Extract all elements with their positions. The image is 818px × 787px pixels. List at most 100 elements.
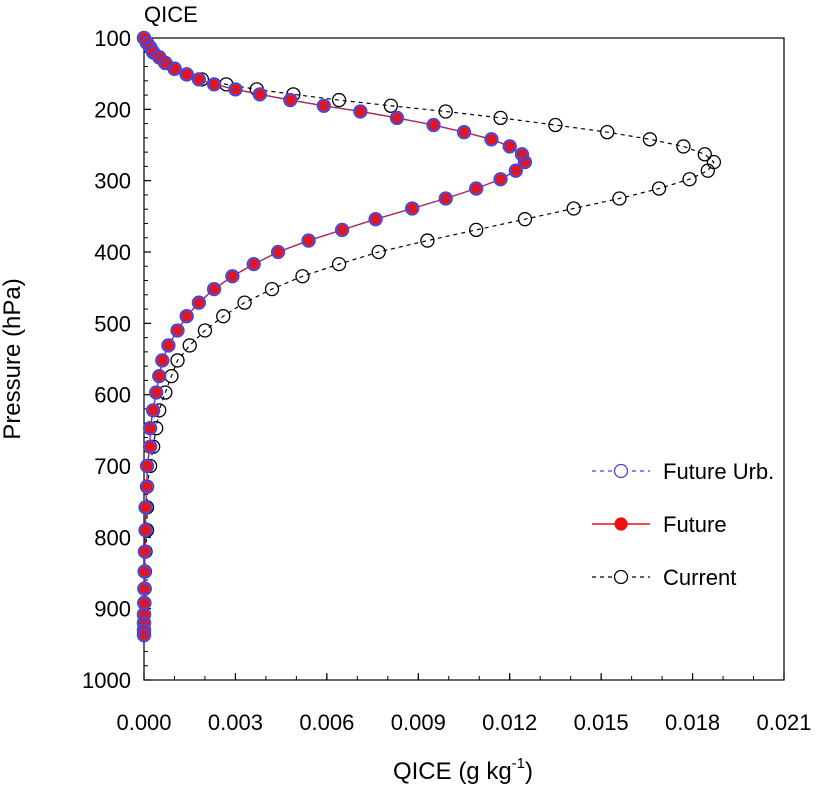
data-point-future-urb <box>139 479 155 494</box>
data-point-current <box>676 139 691 154</box>
data-point-future-urb <box>191 72 207 87</box>
data-point-future-urb <box>191 295 207 310</box>
data-point-future-urb <box>136 607 152 622</box>
data-point-future-urb <box>206 281 222 297</box>
data-point-current <box>170 353 185 368</box>
data-point-current <box>651 181 667 196</box>
data-point-future-urb <box>456 125 472 140</box>
data-point-future-urb <box>301 233 316 248</box>
series-future <box>137 31 532 642</box>
y-tick-label: 900 <box>94 597 131 622</box>
data-point-future-urb <box>283 92 298 108</box>
series-layer <box>136 30 722 643</box>
legend-label: Future <box>663 512 727 537</box>
series-line-future-urb <box>143 37 526 636</box>
x-axis-label: QICE (g kg-1) <box>393 755 533 785</box>
y-tick-label: 1000 <box>82 668 131 693</box>
data-point-future-urb <box>170 323 185 338</box>
data-point-current <box>600 125 615 140</box>
x-tick-label: 0.003 <box>208 710 263 735</box>
data-point-current <box>697 147 712 162</box>
data-point-future-urb <box>142 421 158 436</box>
data-point-current <box>237 295 252 310</box>
data-point-future-urb <box>270 244 286 260</box>
data-point-future-urb <box>508 163 523 178</box>
x-tick-label: 0.012 <box>482 710 537 735</box>
data-point-future-urb <box>137 581 152 596</box>
data-point-current <box>469 222 484 238</box>
data-point-current <box>371 244 386 260</box>
y-tick-label: 700 <box>94 454 131 479</box>
plot-frame <box>143 37 785 681</box>
data-point-future-urb <box>145 403 161 418</box>
y-tick-label: 600 <box>94 383 131 408</box>
data-point-current <box>517 212 533 227</box>
data-point-future-urb <box>426 117 441 133</box>
data-point-future-urb <box>155 353 170 368</box>
data-point-future-urb <box>517 154 533 170</box>
series-future-urb <box>136 30 533 643</box>
data-point-current <box>331 256 347 272</box>
chart-title: QICE <box>144 2 198 27</box>
legend-marker <box>613 463 629 479</box>
data-point-current <box>383 98 399 113</box>
data-point-future-urb <box>246 256 261 272</box>
y-tick-label: 100 <box>94 26 131 51</box>
data-point-current <box>612 191 627 206</box>
data-point-future-urb <box>137 595 152 611</box>
data-point-future-urb <box>136 622 152 638</box>
data-point-future-urb <box>149 385 164 400</box>
x-tick-label: 0.009 <box>391 710 446 735</box>
data-point-current <box>331 92 347 108</box>
data-point-future-urb <box>137 544 153 559</box>
data-point-future-urb <box>252 87 267 102</box>
data-point-current <box>182 338 197 353</box>
series-line-current <box>143 37 715 636</box>
data-point-current <box>642 132 658 147</box>
data-point-future-urb <box>206 77 222 92</box>
data-point-future-urb <box>161 338 176 353</box>
data-point-current <box>493 110 508 126</box>
data-point-future-urb <box>484 132 499 147</box>
axis-ticks: 0.000 0.003 0.006 0.009 0.012 0.015 0.018 0.021… <box>82 26 811 735</box>
x-tick-label: 0.000 <box>116 710 171 735</box>
data-point-future-urb <box>137 564 152 579</box>
legend-label: Future Urb. <box>663 459 774 484</box>
y-tick-label: 800 <box>94 525 131 550</box>
data-point-future-urb <box>139 458 155 474</box>
y-tick-label: 200 <box>94 97 131 122</box>
data-point-future-urb <box>389 110 405 126</box>
x-tick-label: 0.018 <box>665 710 720 735</box>
data-point-future-urb <box>225 269 240 284</box>
data-point-future-urb <box>438 191 453 206</box>
data-point-future-urb <box>353 104 368 119</box>
data-point-future-urb <box>368 212 383 227</box>
data-point-future-urb <box>405 201 420 216</box>
data-point-future-urb <box>179 309 194 324</box>
data-point-current <box>438 104 453 119</box>
x-axis-label-superscript: -1 <box>512 755 525 772</box>
x-tick-label: 0.021 <box>756 710 811 735</box>
data-point-future-urb <box>138 500 153 515</box>
data-point-current <box>700 163 715 178</box>
x-axis-label-close: ) <box>525 758 533 785</box>
legend-marker <box>613 569 629 585</box>
data-point-current <box>566 201 581 216</box>
data-point-current <box>197 323 213 338</box>
data-point-future-urb <box>138 523 153 538</box>
y-axis-label: Pressure (hPa) <box>0 278 26 439</box>
x-tick-label: 0.015 <box>574 710 629 735</box>
data-point-current <box>216 309 231 324</box>
data-point-future-urb <box>493 172 508 187</box>
data-point-current <box>295 269 310 284</box>
legend-entry-current: Current <box>592 565 736 590</box>
data-point-future-urb <box>167 61 182 76</box>
data-point-future-urb <box>334 222 350 238</box>
data-point-future-urb <box>152 368 167 384</box>
data-point-future-urb <box>469 181 484 196</box>
data-point-current <box>264 281 280 297</box>
data-point-future-urb <box>179 67 194 82</box>
legend-label: Current <box>663 565 736 590</box>
data-point-future-urb <box>136 615 152 631</box>
